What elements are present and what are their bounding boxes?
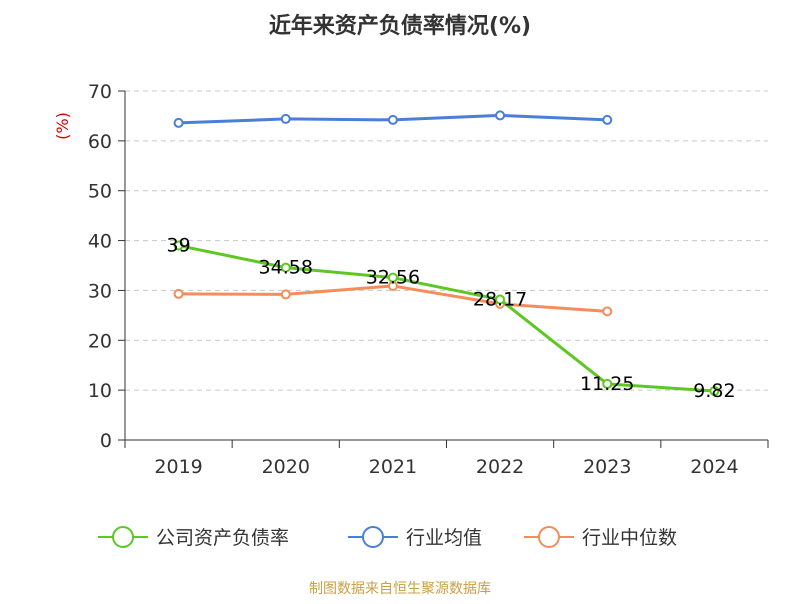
data-point — [387, 272, 398, 283]
axes: 0 10 20 30 40 50 60 70 2019 2020 2021 2022 2023 2024 — [88, 81, 769, 478]
legend-label: 行业中位数 — [582, 527, 677, 549]
data-point — [602, 378, 613, 389]
data-point — [495, 110, 506, 121]
data-label: 32.56 — [366, 267, 420, 289]
y-tick-label: 40 — [88, 231, 112, 253]
x-tick-label: 2024 — [690, 456, 738, 478]
legend-label: 行业均值 — [406, 527, 482, 549]
data-point — [173, 240, 184, 251]
y-tick-label: 30 — [88, 280, 112, 302]
data-label: 34.58 — [259, 257, 313, 279]
y-tick-label: 70 — [88, 81, 112, 103]
y-tick-label: 10 — [88, 380, 112, 402]
legend-label: 公司资产负债率 — [156, 527, 289, 549]
x-tick-label: 2019 — [154, 456, 202, 478]
legend-marker — [362, 526, 384, 548]
data-point — [495, 294, 506, 305]
legend-marker — [112, 526, 134, 548]
data-point — [173, 117, 184, 128]
data-point — [602, 114, 613, 125]
x-tick-label: 2021 — [369, 456, 417, 478]
data-label: 11.25 — [580, 373, 634, 395]
x-tick-label: 2023 — [583, 456, 631, 478]
x-tick-label: 2020 — [262, 456, 310, 478]
y-tick-label: 60 — [88, 131, 112, 153]
data-point — [602, 306, 613, 317]
legend: 公司资产负债率 行业均值 行业中位数 — [98, 526, 677, 549]
data-label: 39 — [166, 235, 190, 257]
y-tick-label: 50 — [88, 181, 112, 203]
data-label: 28.17 — [473, 289, 527, 311]
series — [173, 110, 720, 397]
data-label: 9.82 — [693, 380, 735, 402]
data-point — [709, 386, 720, 397]
y-axis-label: (%) — [53, 112, 72, 140]
data-labels: 39 34.58 32.56 28.17 11.25 9.82 — [166, 235, 735, 402]
legend-marker — [538, 526, 560, 548]
data-point — [387, 114, 398, 125]
y-tick-label: 20 — [88, 330, 112, 352]
x-tick-label: 2022 — [476, 456, 524, 478]
data-point — [173, 288, 184, 299]
data-point — [280, 289, 291, 300]
grid — [125, 90, 768, 391]
y-tick-label: 0 — [100, 430, 112, 452]
data-point — [280, 113, 291, 124]
series-line — [178, 244, 715, 393]
chart-title: 近年来资产负债率情况(%) — [269, 13, 531, 39]
data-point — [280, 262, 291, 273]
source-note: 制图数据来自恒生聚源数据库 — [309, 581, 491, 597]
